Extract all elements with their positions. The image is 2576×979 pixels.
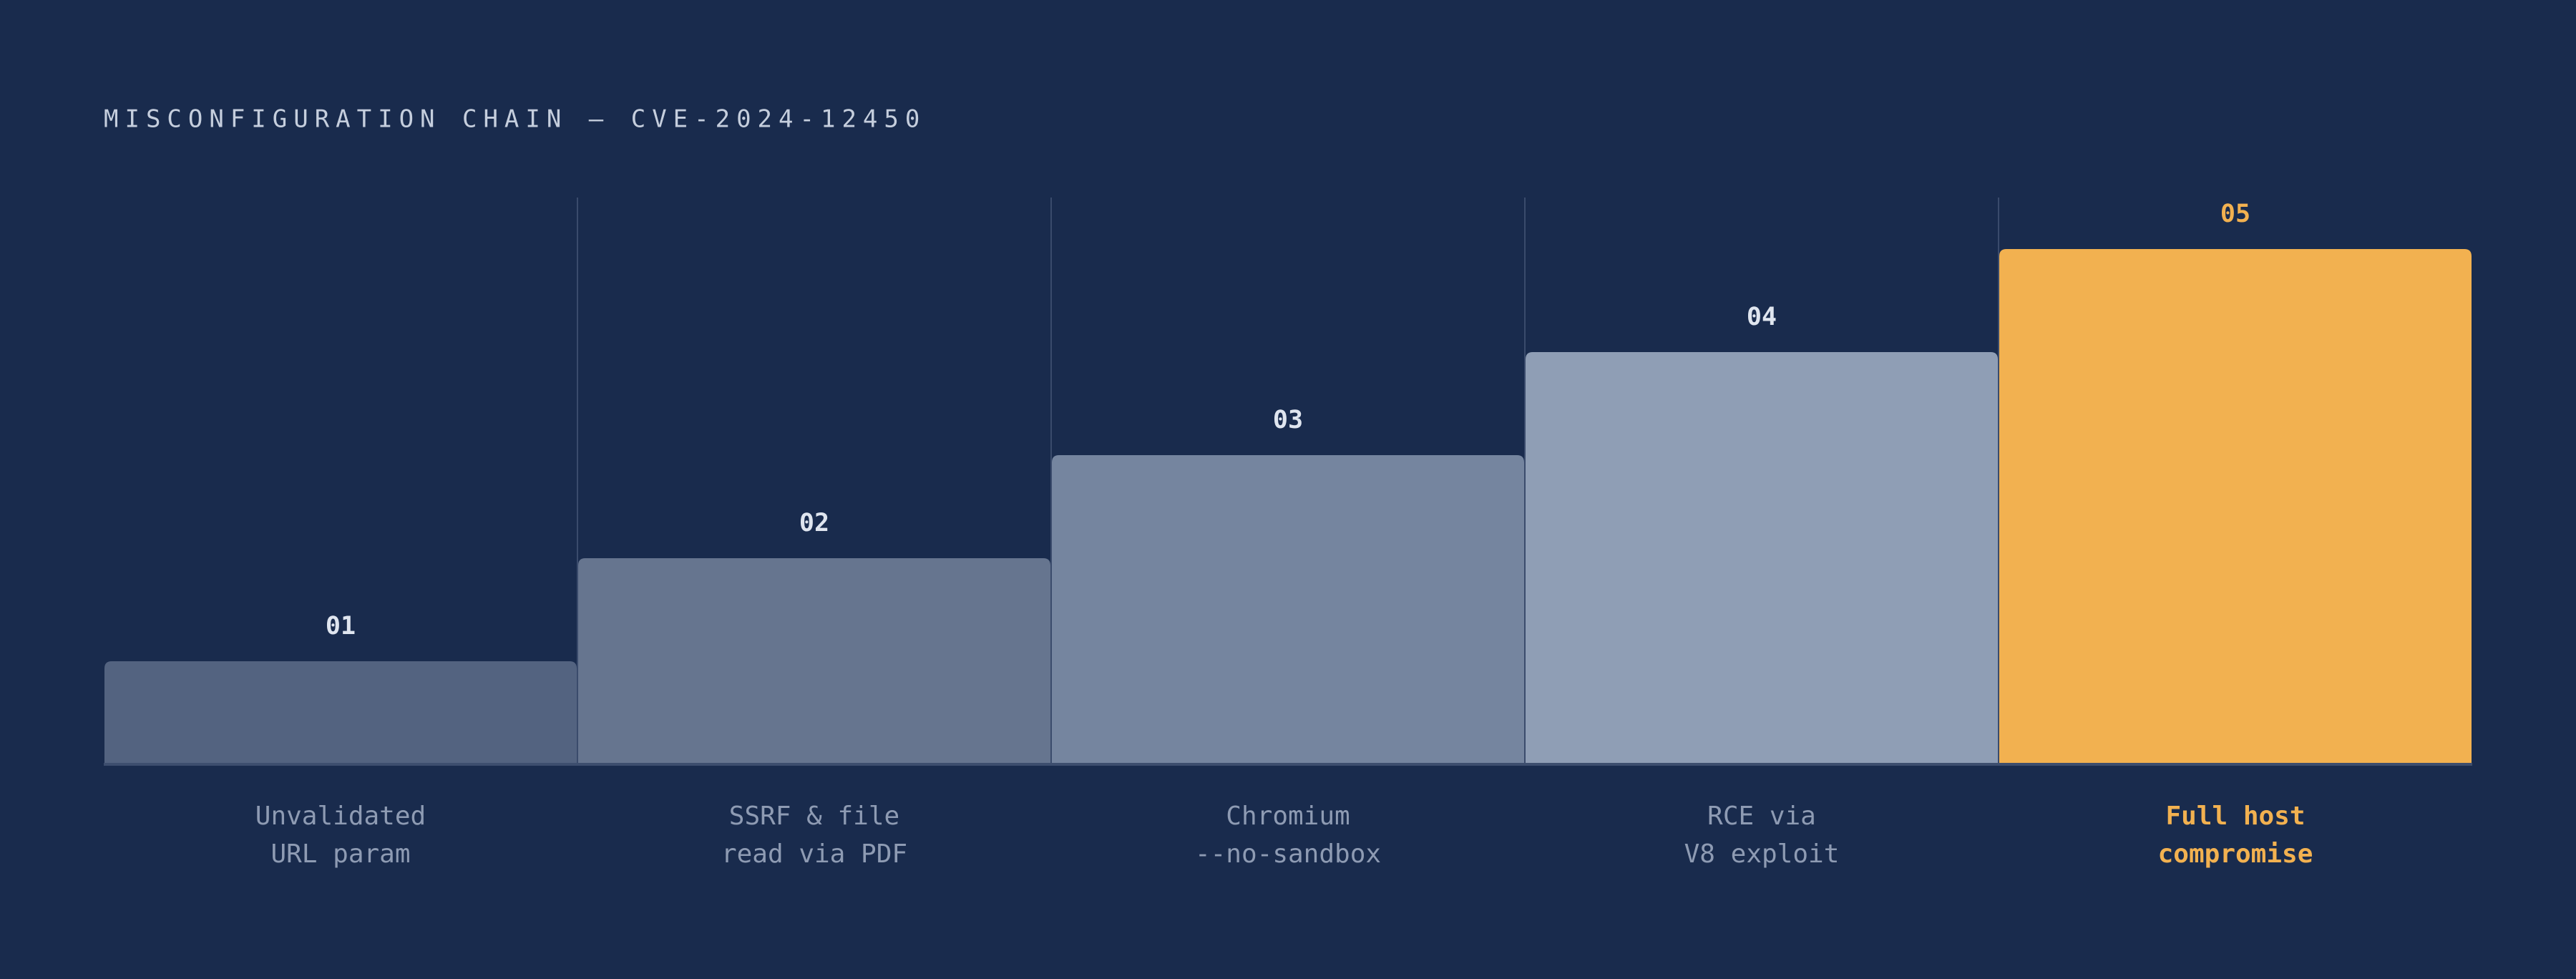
x-tick-label: Unvalidated [255,802,426,831]
bar [578,558,1050,764]
bar [104,661,577,764]
bar [1999,249,2472,764]
bar [1526,352,1998,764]
value-label: 04 [1747,303,1777,331]
value-label: 05 [2220,200,2250,228]
x-tick-label: compromise [2158,839,2313,869]
x-tick-label: --no-sandbox [1195,839,1381,869]
x-tick-label: RCE via [1707,802,1816,831]
value-label: 03 [1273,406,1303,434]
x-tick-label: URL param [270,839,410,869]
value-label: 01 [326,612,356,641]
value-label: 02 [799,509,829,537]
x-tick-label: SSRF & file [729,802,899,831]
x-tick-label: Full host [2165,802,2305,831]
x-tick-label: read via PDF [721,839,907,869]
chart-title: MISCONFIGURATION CHAIN — CVE-2024-12450 [104,105,926,134]
x-tick-label: Chromium [1226,802,1350,831]
bar [1052,455,1524,764]
x-tick-label: V8 exploit [1684,839,1840,869]
